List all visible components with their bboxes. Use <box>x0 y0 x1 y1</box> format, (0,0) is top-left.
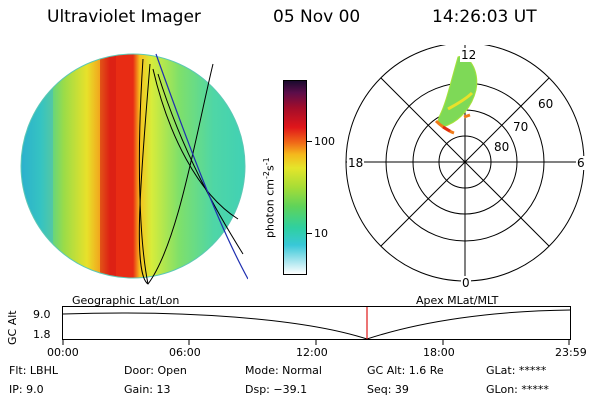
polar-label-top: 12 <box>460 48 478 62</box>
date-label: 05 Nov 00 <box>273 7 361 27</box>
timeline-tick-0: 00:00 <box>47 346 79 359</box>
earth-image <box>20 53 248 285</box>
colorbar-tick-label-low: 10 <box>314 227 328 240</box>
timeline-ylabel: GC Alt <box>6 310 19 345</box>
timeline-right-title: Apex MLat/MLT <box>416 294 499 307</box>
colorbar-tick-100 <box>306 141 312 142</box>
polar-label-bottom: 0 <box>461 276 471 290</box>
timeline-y-top: 9.0 <box>33 308 51 321</box>
polar-label-right: 6 <box>576 156 586 170</box>
colorbar-unit-label: photon cm-2s-1 <box>262 157 277 238</box>
info-door: Door: Open <box>124 364 187 377</box>
polar-lat-70: 70 <box>512 120 530 134</box>
info-gc-alt: GC Alt: 1.6 Re <box>367 364 444 377</box>
timeline-left-title: Geographic Lat/Lon <box>72 294 180 307</box>
info-seq: Seq: 39 <box>367 383 409 396</box>
info-dsp: Dsp: −39.1 <box>245 383 308 396</box>
timeline-tick-3: 18:00 <box>423 346 455 359</box>
timeline-tick-4: 23:59 <box>555 346 587 359</box>
timeline-y-bottom: 1.8 <box>33 328 51 341</box>
timeline-tick-2: 12:00 <box>296 346 328 359</box>
polar-lat-80: 80 <box>493 140 511 154</box>
info-filter: Flt: LBHL <box>9 364 58 377</box>
info-ip: IP: 9.0 <box>9 383 44 396</box>
info-glon: GLon: ***** <box>486 383 549 396</box>
info-glat: GLat: ***** <box>486 364 547 377</box>
timeline-tick-1: 06:00 <box>169 346 201 359</box>
polar-plot <box>345 45 585 282</box>
colorbar <box>283 80 307 275</box>
colorbar-tick-10 <box>306 233 312 234</box>
info-gain: Gain: 13 <box>124 383 171 396</box>
instrument-title: Ultraviolet Imager <box>47 7 201 27</box>
time-label: 14:26:03 UT <box>432 7 537 27</box>
polar-label-left: 18 <box>347 156 365 170</box>
timeline-plot <box>62 306 571 345</box>
polar-lat-60: 60 <box>537 97 555 111</box>
colorbar-tick-label-high: 100 <box>314 135 335 148</box>
info-mode: Mode: Normal <box>245 364 322 377</box>
